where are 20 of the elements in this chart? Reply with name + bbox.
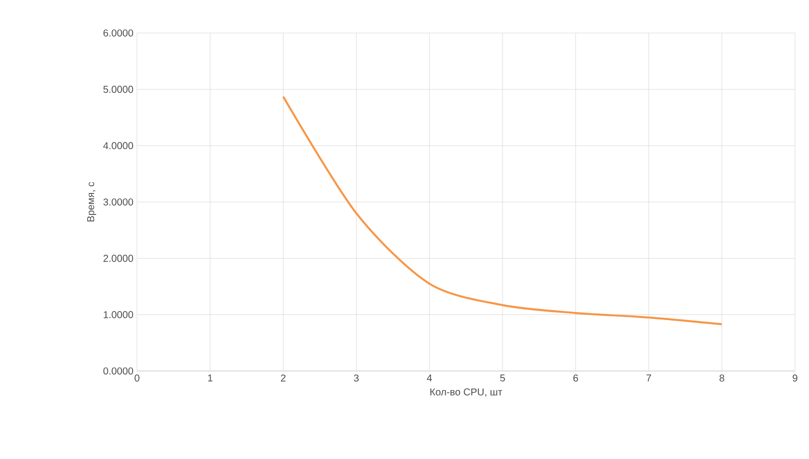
y-tick-label: 3.0000 bbox=[103, 198, 134, 206]
x-tick-label: 9 bbox=[792, 374, 798, 382]
x-tick-label: 7 bbox=[646, 374, 652, 382]
x-tick-label: 6 bbox=[573, 374, 578, 382]
y-tick-label: 4.0000 bbox=[103, 142, 134, 150]
x-axis-title: Кол-во CPU, шт bbox=[430, 388, 502, 397]
y-tick-label: 0.0000 bbox=[103, 367, 134, 375]
x-tick-label: 2 bbox=[280, 374, 286, 382]
y-axis-title: Время, с bbox=[87, 182, 96, 222]
y-tick-label: 6.0000 bbox=[104, 29, 134, 37]
x-tick-label: 5 bbox=[500, 374, 505, 382]
line-series bbox=[282, 96, 723, 326]
x-tick-label: 8 bbox=[720, 374, 724, 382]
x-tick-label: 1 bbox=[208, 374, 212, 382]
x-tick-label: 4 bbox=[426, 374, 432, 382]
y-tick-label: 1.0000 bbox=[104, 311, 134, 318]
x-tick-label: 0 bbox=[134, 374, 140, 382]
y-tick-label: 5.0000 bbox=[103, 86, 134, 93]
y-tick-label: 2.0000 bbox=[104, 254, 134, 262]
x-tick-label: 3 bbox=[354, 374, 359, 382]
